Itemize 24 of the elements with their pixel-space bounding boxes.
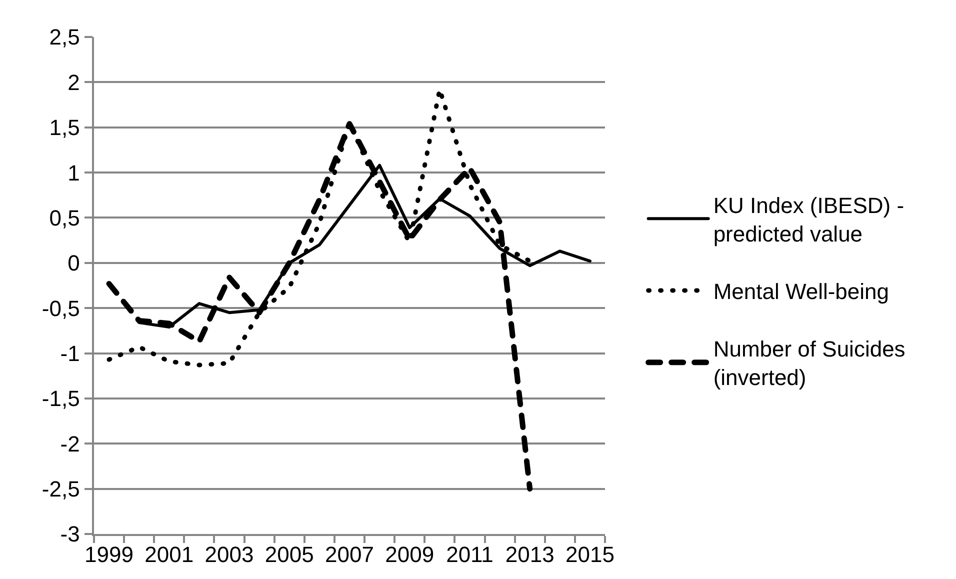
y-tick-label: 1,5 bbox=[49, 115, 80, 140]
y-tick-label: -2 bbox=[60, 431, 80, 456]
x-tick-label: 2003 bbox=[204, 542, 254, 568]
y-tick-label: -1,5 bbox=[42, 386, 80, 412]
legend-label: Number of Suicides (inverted) bbox=[713, 336, 906, 390]
x-tick-label: 2007 bbox=[325, 542, 374, 568]
x-tick-label: 2013 bbox=[505, 542, 554, 568]
y-tick-label: 1 bbox=[68, 160, 80, 186]
y-tick-label: -0,5 bbox=[42, 296, 80, 321]
x-tick-label: 2005 bbox=[264, 542, 314, 568]
x-tick-label: 2009 bbox=[385, 542, 434, 568]
y-tick-label: -2,5 bbox=[42, 476, 80, 502]
x-tick-label: 1999 bbox=[84, 542, 134, 568]
y-tick-label: -3 bbox=[60, 522, 80, 547]
y-tick-label: -1 bbox=[60, 340, 80, 366]
legend-label: Mental Well-being bbox=[713, 279, 890, 304]
y-tick-label: 0 bbox=[68, 250, 80, 276]
x-tick-label: 2001 bbox=[144, 542, 194, 568]
y-tick-label: 2 bbox=[68, 70, 80, 95]
x-tick-label: 2011 bbox=[446, 542, 494, 568]
x-tick-label: 2015 bbox=[565, 542, 614, 568]
y-tick-label: 2,5 bbox=[49, 24, 80, 50]
y-tick-label: 0,5 bbox=[49, 205, 80, 230]
legend-label: KU Index (IBESD) - predicted value bbox=[713, 192, 904, 246]
